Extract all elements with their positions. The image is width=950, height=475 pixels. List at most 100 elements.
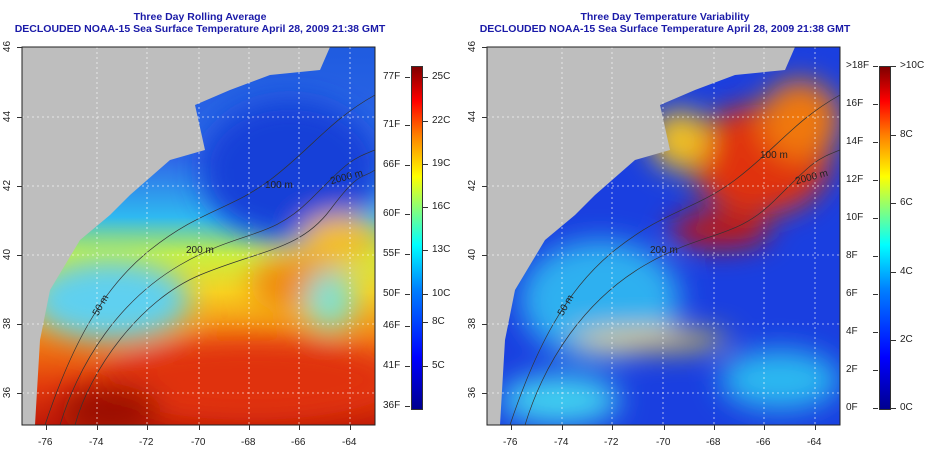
- tick-mark: [482, 324, 487, 325]
- lat-tick-label: 44: [2, 110, 14, 123]
- tick-mark: [405, 326, 410, 327]
- lat-tick-label: 38: [467, 317, 479, 330]
- tick-mark: [405, 214, 410, 215]
- colorbar-c-label: 8C: [900, 129, 913, 140]
- tick-mark: [17, 255, 22, 256]
- tick-mark: [482, 117, 487, 118]
- tick-mark: [482, 393, 487, 394]
- colorbar-f-label: 66F: [383, 159, 401, 170]
- colorbar-f-label: 77F: [383, 71, 401, 82]
- tick-mark: [873, 66, 878, 67]
- tick-mark: [423, 322, 428, 323]
- tick-mark: [891, 135, 896, 136]
- bathymetry-contours: [44, 94, 375, 425]
- lon-tick-label: -68: [241, 437, 256, 448]
- lon-tick-label: -76: [38, 437, 53, 448]
- tick-mark: [891, 408, 896, 409]
- tick-mark: [199, 425, 200, 430]
- colorbar-f-label: 6F: [846, 288, 858, 299]
- tick-mark: [17, 117, 22, 118]
- tick-mark: [891, 340, 896, 341]
- lon-tick-label: -74: [554, 437, 569, 448]
- lon-tick-label: -66: [756, 437, 771, 448]
- colorbar-c-label: 10C: [432, 288, 451, 299]
- colorbar-c-label: 16C: [432, 201, 451, 212]
- colorbar-f-label: 55F: [383, 248, 401, 259]
- contour-label: 100 m: [760, 150, 788, 161]
- colorbar-f-label: 71F: [383, 119, 401, 130]
- tick-mark: [423, 164, 428, 165]
- colorbar-f-label: 46F: [383, 320, 401, 331]
- lon-tick-label: -64: [807, 437, 822, 448]
- lon-tick-label: -72: [139, 437, 154, 448]
- tick-mark: [97, 425, 98, 430]
- colorbar-c-label: 6C: [900, 197, 913, 208]
- tick-mark: [405, 366, 410, 367]
- grid-lines: [22, 47, 375, 425]
- tick-mark: [46, 425, 47, 430]
- colorbar-f-label: >18F: [846, 60, 870, 71]
- tick-mark: [405, 125, 410, 126]
- lat-tick-label: 46: [2, 40, 14, 53]
- tick-mark: [482, 47, 487, 48]
- tick-mark: [873, 218, 878, 219]
- tick-mark: [511, 425, 512, 430]
- tick-mark: [873, 294, 878, 295]
- colorbar-c-label: 22C: [432, 115, 451, 126]
- tick-mark: [423, 294, 428, 295]
- lon-tick-label: -68: [706, 437, 721, 448]
- tick-mark: [17, 393, 22, 394]
- colorbar-f-label: 50F: [383, 288, 401, 299]
- lon-tick-label: -64: [342, 437, 357, 448]
- tick-mark: [423, 366, 428, 367]
- left-title: Three Day Rolling Average DECLOUDED NOAA-…: [14, 11, 386, 35]
- lat-tick-label: 42: [2, 179, 14, 192]
- tick-mark: [423, 121, 428, 122]
- colorbar-f-label: 10F: [846, 212, 864, 223]
- lon-tick-label: -70: [656, 437, 671, 448]
- colorbar-f-label: 14F: [846, 136, 864, 147]
- tick-mark: [891, 66, 896, 67]
- colorbar-f-label: 41F: [383, 360, 401, 371]
- tick-mark: [873, 370, 878, 371]
- tick-mark: [873, 332, 878, 333]
- tick-mark: [17, 47, 22, 48]
- right-map: [487, 47, 840, 425]
- lon-tick-label: -70: [191, 437, 206, 448]
- tick-mark: [147, 425, 148, 430]
- tick-mark: [714, 425, 715, 430]
- lat-tick-label: 42: [467, 179, 479, 192]
- contour-label: 200 m: [650, 245, 678, 256]
- lat-tick-label: 38: [2, 317, 14, 330]
- tick-mark: [405, 77, 410, 78]
- lat-tick-label: 40: [2, 248, 14, 261]
- tick-mark: [350, 425, 351, 430]
- colorbar-f-label: 36F: [383, 400, 401, 411]
- tick-mark: [299, 425, 300, 430]
- tick-mark: [873, 256, 878, 257]
- lat-tick-label: 40: [467, 248, 479, 261]
- colorbar-c-label: 4C: [900, 266, 913, 277]
- contour-label: 100 m: [265, 180, 293, 191]
- left-map: [22, 47, 375, 425]
- right-title: Three Day Temperature Variability DECLOUD…: [479, 11, 851, 35]
- tick-mark: [482, 255, 487, 256]
- colorbar-f-label: 8F: [846, 250, 858, 261]
- colorbar-c-label: 19C: [432, 158, 451, 169]
- colorbar-f-label: 12F: [846, 174, 864, 185]
- colorbar-c-label: 5C: [432, 360, 445, 371]
- right-colorbar: [879, 66, 891, 410]
- tick-mark: [423, 77, 428, 78]
- colorbar-c-label: 8C: [432, 316, 445, 327]
- colorbar-c-label: 0C: [900, 402, 913, 413]
- tick-mark: [249, 425, 250, 430]
- tick-mark: [873, 142, 878, 143]
- land-mask: [22, 47, 330, 425]
- tick-mark: [17, 186, 22, 187]
- tick-mark: [405, 406, 410, 407]
- land-mask: [487, 47, 795, 425]
- lat-tick-label: 36: [467, 386, 479, 399]
- tick-mark: [891, 203, 896, 204]
- tick-mark: [405, 254, 410, 255]
